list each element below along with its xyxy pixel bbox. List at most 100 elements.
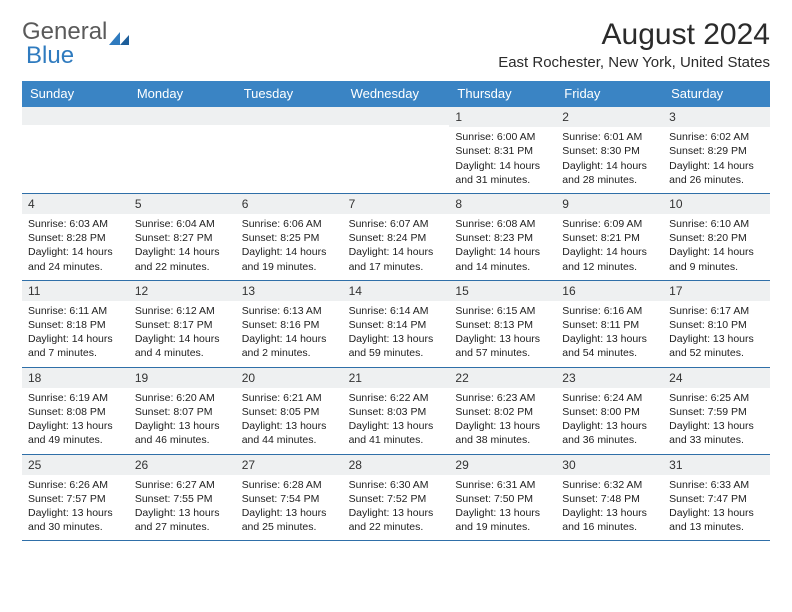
sunset-text: Sunset: 8:14 PM [349, 318, 444, 332]
calendar-day: 23Sunrise: 6:24 AMSunset: 8:00 PMDayligh… [556, 368, 663, 454]
day-number: 15 [449, 281, 556, 301]
sunset-text: Sunset: 8:13 PM [455, 318, 550, 332]
day-number [22, 107, 129, 125]
day-number: 20 [236, 368, 343, 388]
sunrise-text: Sunrise: 6:03 AM [28, 217, 123, 231]
day-number: 12 [129, 281, 236, 301]
sunset-text: Sunset: 8:20 PM [669, 231, 764, 245]
daylight-text: Daylight: 13 hours and 25 minutes. [242, 506, 337, 534]
day-body: Sunrise: 6:26 AMSunset: 7:57 PMDaylight:… [22, 475, 129, 541]
calendar-day: 22Sunrise: 6:23 AMSunset: 8:02 PMDayligh… [449, 368, 556, 454]
header: General August 2024 East Rochester, New … [22, 18, 770, 71]
daylight-text: Daylight: 14 hours and 24 minutes. [28, 245, 123, 273]
sunset-text: Sunset: 8:25 PM [242, 231, 337, 245]
day-body: Sunrise: 6:23 AMSunset: 8:02 PMDaylight:… [449, 388, 556, 454]
calendar-day: 27Sunrise: 6:28 AMSunset: 7:54 PMDayligh… [236, 455, 343, 541]
calendar-day: 18Sunrise: 6:19 AMSunset: 8:08 PMDayligh… [22, 368, 129, 454]
day-body: Sunrise: 6:06 AMSunset: 8:25 PMDaylight:… [236, 214, 343, 280]
calendar: SundayMondayTuesdayWednesdayThursdayFrid… [22, 81, 770, 541]
sunset-text: Sunset: 8:05 PM [242, 405, 337, 419]
day-number: 2 [556, 107, 663, 127]
sunrise-text: Sunrise: 6:25 AM [669, 391, 764, 405]
weekday-header: Sunday [22, 81, 129, 107]
day-number: 25 [22, 455, 129, 475]
calendar-day: 19Sunrise: 6:20 AMSunset: 8:07 PMDayligh… [129, 368, 236, 454]
sunrise-text: Sunrise: 6:21 AM [242, 391, 337, 405]
day-body: Sunrise: 6:01 AMSunset: 8:30 PMDaylight:… [556, 127, 663, 193]
day-body: Sunrise: 6:03 AMSunset: 8:28 PMDaylight:… [22, 214, 129, 280]
calendar-week: 4Sunrise: 6:03 AMSunset: 8:28 PMDaylight… [22, 194, 770, 281]
sunrise-text: Sunrise: 6:33 AM [669, 478, 764, 492]
weekday-header: Tuesday [236, 81, 343, 107]
day-body: Sunrise: 6:00 AMSunset: 8:31 PMDaylight:… [449, 127, 556, 193]
day-body: Sunrise: 6:15 AMSunset: 8:13 PMDaylight:… [449, 301, 556, 367]
daylight-text: Daylight: 14 hours and 9 minutes. [669, 245, 764, 273]
sunrise-text: Sunrise: 6:09 AM [562, 217, 657, 231]
day-number: 5 [129, 194, 236, 214]
calendar-day: 11Sunrise: 6:11 AMSunset: 8:18 PMDayligh… [22, 281, 129, 367]
month-title: August 2024 [498, 18, 770, 52]
sunrise-text: Sunrise: 6:20 AM [135, 391, 230, 405]
sunset-text: Sunset: 8:23 PM [455, 231, 550, 245]
day-number: 21 [343, 368, 450, 388]
weekday-header-row: SundayMondayTuesdayWednesdayThursdayFrid… [22, 81, 770, 107]
calendar-day: 5Sunrise: 6:04 AMSunset: 8:27 PMDaylight… [129, 194, 236, 280]
daylight-text: Daylight: 13 hours and 13 minutes. [669, 506, 764, 534]
sunrise-text: Sunrise: 6:07 AM [349, 217, 444, 231]
day-number: 17 [663, 281, 770, 301]
day-number: 14 [343, 281, 450, 301]
day-number: 22 [449, 368, 556, 388]
day-number [343, 107, 450, 125]
calendar-day-empty [343, 107, 450, 193]
daylight-text: Daylight: 13 hours and 22 minutes. [349, 506, 444, 534]
daylight-text: Daylight: 13 hours and 27 minutes. [135, 506, 230, 534]
sunrise-text: Sunrise: 6:28 AM [242, 478, 337, 492]
sunset-text: Sunset: 7:54 PM [242, 492, 337, 506]
day-body: Sunrise: 6:16 AMSunset: 8:11 PMDaylight:… [556, 301, 663, 367]
calendar-day: 15Sunrise: 6:15 AMSunset: 8:13 PMDayligh… [449, 281, 556, 367]
daylight-text: Daylight: 14 hours and 26 minutes. [669, 159, 764, 187]
sunset-text: Sunset: 8:29 PM [669, 144, 764, 158]
day-body: Sunrise: 6:08 AMSunset: 8:23 PMDaylight:… [449, 214, 556, 280]
sunrise-text: Sunrise: 6:24 AM [562, 391, 657, 405]
daylight-text: Daylight: 13 hours and 38 minutes. [455, 419, 550, 447]
sunset-text: Sunset: 8:02 PM [455, 405, 550, 419]
sunrise-text: Sunrise: 6:11 AM [28, 304, 123, 318]
daylight-text: Daylight: 14 hours and 12 minutes. [562, 245, 657, 273]
day-number: 9 [556, 194, 663, 214]
daylight-text: Daylight: 13 hours and 30 minutes. [28, 506, 123, 534]
sunrise-text: Sunrise: 6:15 AM [455, 304, 550, 318]
sunset-text: Sunset: 8:03 PM [349, 405, 444, 419]
day-number: 30 [556, 455, 663, 475]
day-body: Sunrise: 6:11 AMSunset: 8:18 PMDaylight:… [22, 301, 129, 367]
sunrise-text: Sunrise: 6:27 AM [135, 478, 230, 492]
day-number: 11 [22, 281, 129, 301]
weeks-container: 1Sunrise: 6:00 AMSunset: 8:31 PMDaylight… [22, 107, 770, 541]
sunset-text: Sunset: 8:24 PM [349, 231, 444, 245]
day-body: Sunrise: 6:04 AMSunset: 8:27 PMDaylight:… [129, 214, 236, 280]
day-body: Sunrise: 6:07 AMSunset: 8:24 PMDaylight:… [343, 214, 450, 280]
calendar-day: 7Sunrise: 6:07 AMSunset: 8:24 PMDaylight… [343, 194, 450, 280]
day-body: Sunrise: 6:19 AMSunset: 8:08 PMDaylight:… [22, 388, 129, 454]
sunset-text: Sunset: 7:52 PM [349, 492, 444, 506]
sunrise-text: Sunrise: 6:22 AM [349, 391, 444, 405]
calendar-week: 1Sunrise: 6:00 AMSunset: 8:31 PMDaylight… [22, 107, 770, 194]
calendar-day: 3Sunrise: 6:02 AMSunset: 8:29 PMDaylight… [663, 107, 770, 193]
day-body: Sunrise: 6:10 AMSunset: 8:20 PMDaylight:… [663, 214, 770, 280]
sunrise-text: Sunrise: 6:32 AM [562, 478, 657, 492]
sunrise-text: Sunrise: 6:26 AM [28, 478, 123, 492]
daylight-text: Daylight: 14 hours and 31 minutes. [455, 159, 550, 187]
sunrise-text: Sunrise: 6:19 AM [28, 391, 123, 405]
calendar-day: 24Sunrise: 6:25 AMSunset: 7:59 PMDayligh… [663, 368, 770, 454]
calendar-day: 29Sunrise: 6:31 AMSunset: 7:50 PMDayligh… [449, 455, 556, 541]
sunrise-text: Sunrise: 6:23 AM [455, 391, 550, 405]
calendar-day-empty [129, 107, 236, 193]
weekday-header: Wednesday [343, 81, 450, 107]
day-number: 7 [343, 194, 450, 214]
calendar-day: 25Sunrise: 6:26 AMSunset: 7:57 PMDayligh… [22, 455, 129, 541]
day-number: 29 [449, 455, 556, 475]
sunrise-text: Sunrise: 6:31 AM [455, 478, 550, 492]
day-body: Sunrise: 6:31 AMSunset: 7:50 PMDaylight:… [449, 475, 556, 541]
sunset-text: Sunset: 8:10 PM [669, 318, 764, 332]
calendar-week: 18Sunrise: 6:19 AMSunset: 8:08 PMDayligh… [22, 368, 770, 455]
